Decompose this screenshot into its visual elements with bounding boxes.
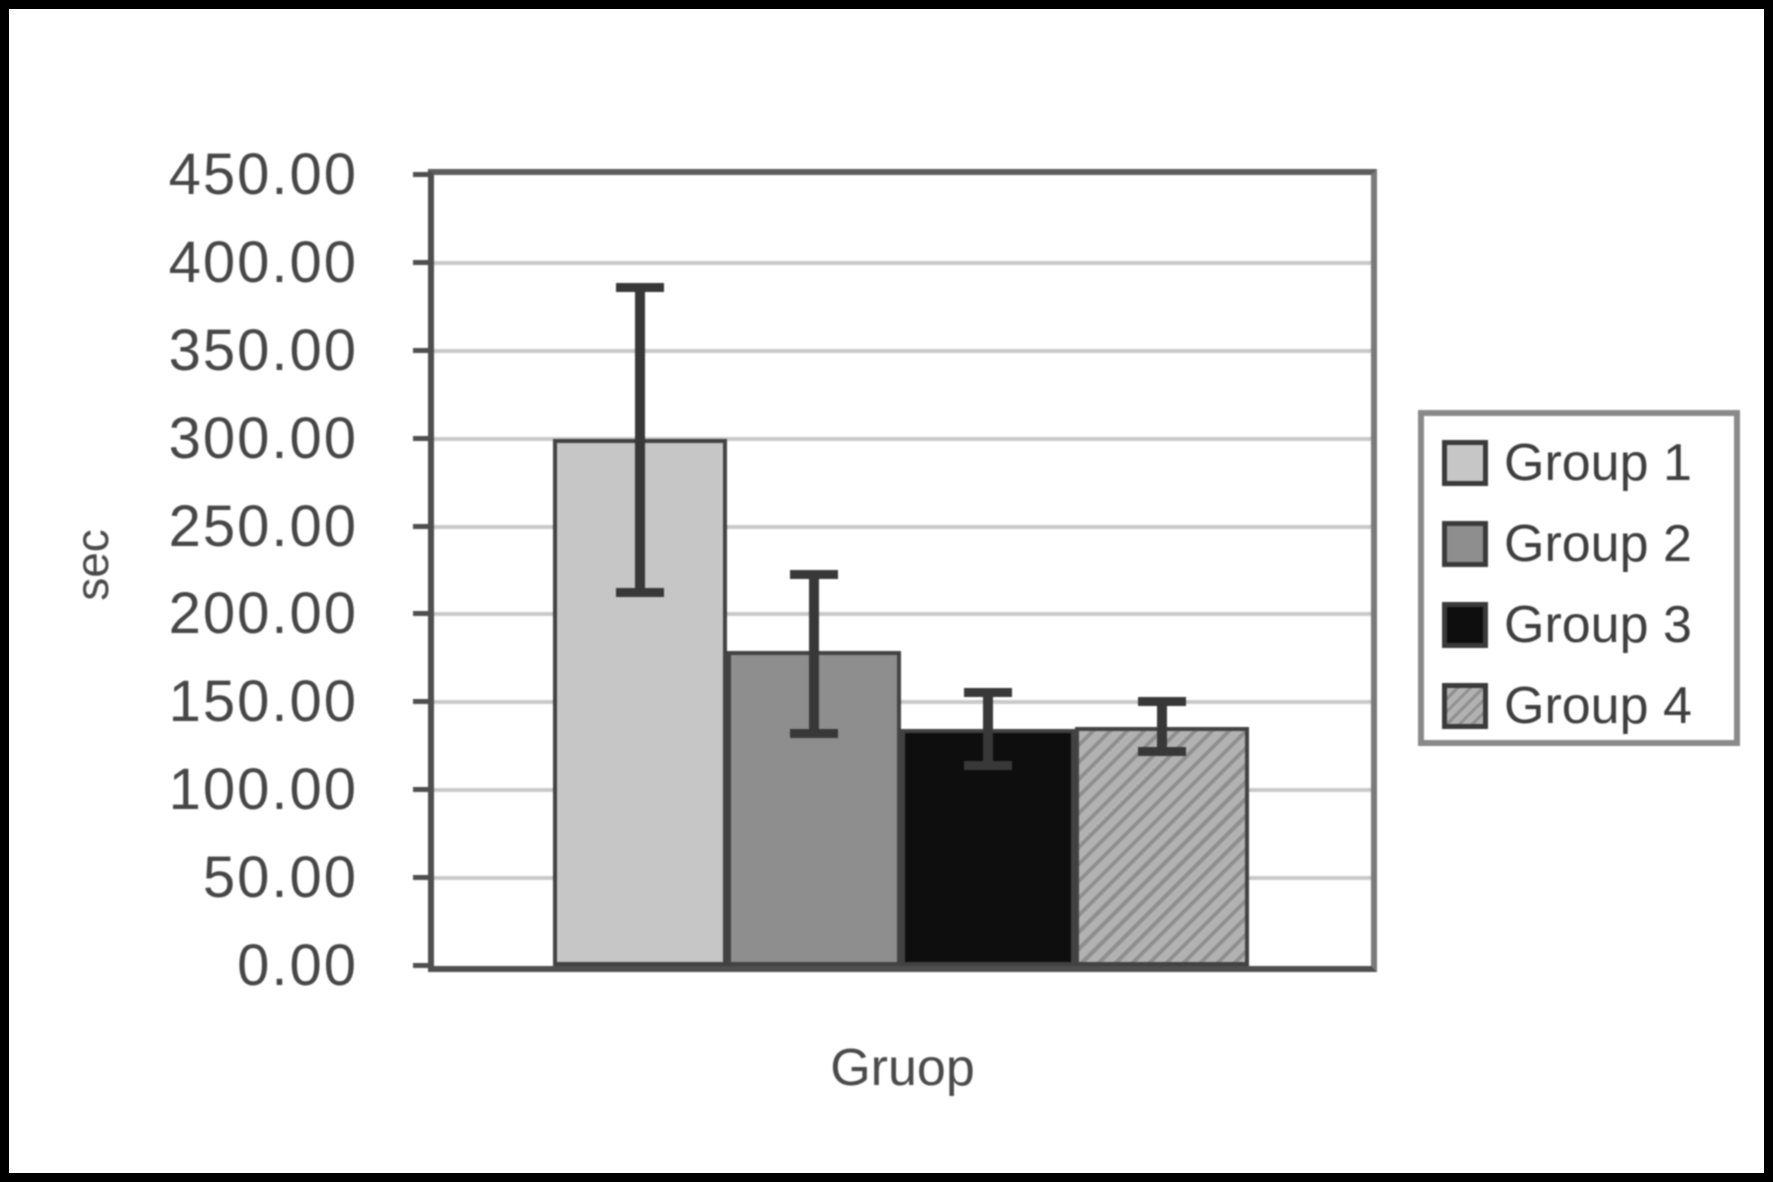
legend-item-group-2: Group 2 <box>1424 503 1734 584</box>
y-axis-tickmark <box>413 523 428 529</box>
legend: Group 1 Group 2 Group 3 Group 4 <box>1418 410 1740 746</box>
legend-item-group-1: Group 1 <box>1424 422 1734 503</box>
error-bar-cap-top <box>1138 696 1186 706</box>
error-bar-line <box>983 691 993 766</box>
legend-swatch-group-3 <box>1442 601 1488 648</box>
legend-item-group-3: Group 3 <box>1424 584 1734 665</box>
error-bar-cap-bottom <box>964 760 1012 770</box>
legend-swatch-group-4 <box>1442 682 1488 729</box>
y-axis-tick-label: 350.00 <box>168 317 358 383</box>
legend-label: Group 3 <box>1504 595 1692 654</box>
legend-item-group-4: Group 4 <box>1424 665 1734 746</box>
y-axis-tick-label: 400.00 <box>168 229 358 295</box>
gridline <box>434 348 1371 353</box>
y-axis-tick-label: 0.00 <box>237 933 358 998</box>
bar-group-1 <box>553 438 727 966</box>
error-bar-cap-bottom <box>790 728 838 738</box>
gridline <box>434 612 1371 617</box>
x-axis-title: Gruop <box>830 1039 975 1097</box>
legend-label: Group 4 <box>1504 676 1692 735</box>
y-axis-tickmark <box>413 963 428 968</box>
error-bar-cap-top <box>616 283 664 293</box>
y-axis-tick-label: 50.00 <box>202 845 358 911</box>
y-axis-tick-label: 300.00 <box>168 405 358 471</box>
gridline <box>434 524 1371 529</box>
y-axis-tick-label: 200.00 <box>168 581 358 647</box>
y-axis-tick-label: 100.00 <box>168 757 358 823</box>
y-axis-tickmark <box>413 347 428 353</box>
error-bar-cap-top <box>790 570 838 579</box>
y-axis-tick-label: 250.00 <box>168 493 358 559</box>
y-axis-tickmark <box>413 699 428 705</box>
error-bar-cap-bottom <box>616 588 664 598</box>
y-axis-tickmark <box>413 611 428 617</box>
gridline <box>434 700 1371 705</box>
legend-swatch-group-1 <box>1442 439 1488 486</box>
y-axis-tickmark <box>413 787 428 793</box>
gridline <box>434 436 1371 441</box>
y-axis-tickmark <box>413 435 428 441</box>
gridline <box>434 260 1371 265</box>
error-bar-cap-bottom <box>1138 746 1186 756</box>
error-bar-line <box>1157 700 1167 752</box>
y-axis-title: sec <box>66 529 118 601</box>
error-bar-line <box>635 287 645 594</box>
bar-group-4 <box>1075 726 1249 966</box>
error-bar-line <box>809 574 819 734</box>
y-axis-tickmark <box>413 172 428 177</box>
y-axis-tickmark <box>413 875 428 881</box>
error-bar-cap-top <box>964 687 1012 697</box>
legend-label: Group 1 <box>1504 433 1692 492</box>
y-axis-tick-label: 150.00 <box>168 669 358 735</box>
legend-swatch-group-2 <box>1442 520 1488 567</box>
y-axis-tick-label: 450.00 <box>168 142 358 207</box>
legend-label: Group 2 <box>1504 514 1692 573</box>
y-axis-tickmark <box>413 259 428 265</box>
